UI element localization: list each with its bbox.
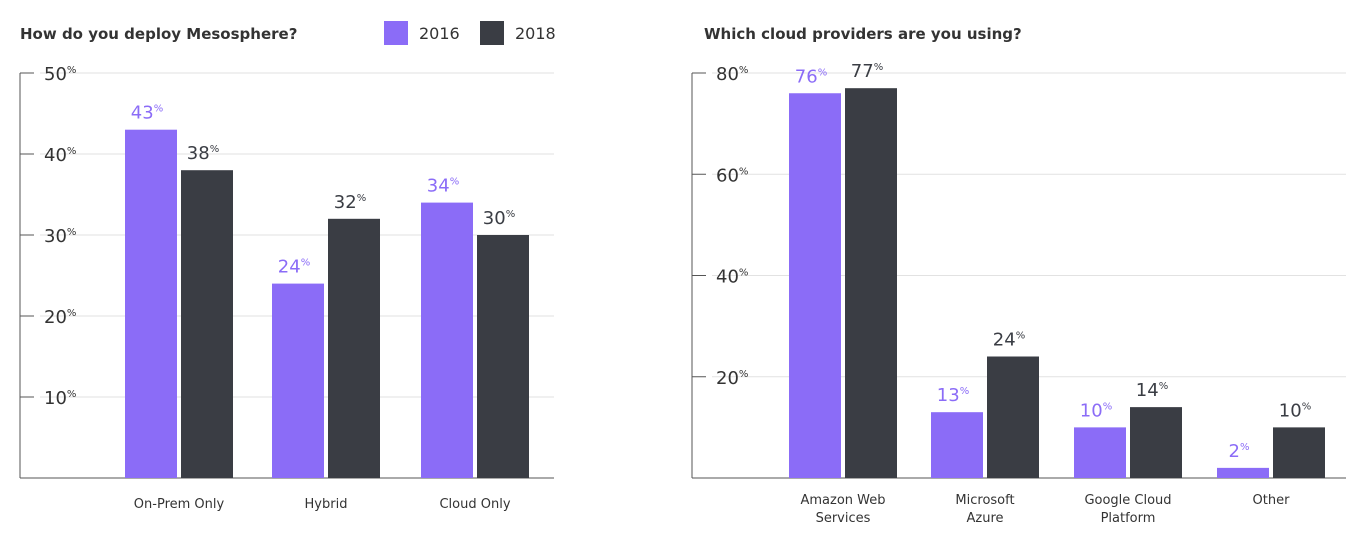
bar-2018 <box>987 356 1039 478</box>
category-label: Microsoft Azure <box>955 493 1014 526</box>
y-tick-label: 80% <box>716 64 748 85</box>
data-label-2016: 34% <box>427 176 459 197</box>
bar-2018 <box>181 170 233 478</box>
y-tick-label: 60% <box>716 165 748 186</box>
legend-swatch-2016 <box>384 21 408 45</box>
legend-label-2018: 2018 <box>515 24 556 43</box>
bar-2018 <box>477 235 529 478</box>
bar-2018 <box>328 218 380 479</box>
data-label-2016: 10% <box>1080 400 1112 421</box>
chart-deploy-mesosphere: 10% 20% 30% 40% 50% 43% 38% On-Prem Only 24% 32% H… <box>19 64 554 512</box>
bar-2018 <box>1130 407 1182 478</box>
category-label: Cloud Only <box>439 497 510 512</box>
data-label-2018: 38% <box>187 143 219 164</box>
chart2-title: Which cloud providers are you using? <box>704 25 1022 43</box>
bar-2016 <box>789 93 841 478</box>
data-label-2018: 30% <box>483 208 515 229</box>
bar-2016 <box>421 202 473 478</box>
y-tick-label: 10% <box>44 388 76 409</box>
y-tick-label: 20% <box>716 368 748 389</box>
data-label-2018: 77% <box>851 61 883 82</box>
y-tick-label: 50% <box>44 64 76 85</box>
data-label-2018: 14% <box>1136 380 1168 401</box>
data-label-2016: 76% <box>795 66 827 87</box>
y-tick-label: 20% <box>44 307 76 328</box>
y-tick-label: 40% <box>44 145 76 166</box>
data-label-2018: 10% <box>1279 400 1311 421</box>
category-label: Hybrid <box>305 497 348 512</box>
bar-2018 <box>845 88 897 478</box>
chart1-title: How do you deploy Mesosphere? <box>20 25 297 43</box>
y-tick-label: 40% <box>716 267 748 288</box>
bar-2016 <box>272 283 324 478</box>
data-label-2016: 13% <box>937 385 969 406</box>
bar-2016 <box>1217 467 1269 478</box>
bar-2016 <box>1074 427 1126 478</box>
category-label: Google Cloud Platform <box>1084 493 1171 526</box>
data-label-2016: 43% <box>131 103 163 124</box>
legend: 2016 2018 <box>384 21 556 45</box>
bar-2018 <box>1273 427 1325 478</box>
category-label: Other <box>1253 493 1291 508</box>
data-label-2018: 32% <box>334 192 366 213</box>
category-label: On-Prem Only <box>134 497 225 512</box>
data-label-2016: 2% <box>1229 441 1250 462</box>
data-label-2016: 24% <box>278 257 310 278</box>
y-tick-label: 30% <box>44 226 76 247</box>
bar-2016 <box>931 412 983 478</box>
legend-swatch-2018 <box>480 21 504 45</box>
chart-cloud-providers: 20% 40% 60% 80% 76% 77% Amazon Web Services 13% 2… <box>691 61 1346 526</box>
data-label-2018: 24% <box>993 330 1025 351</box>
category-label: Amazon Web Services <box>800 493 885 526</box>
bar-2016 <box>125 129 177 478</box>
legend-label-2016: 2016 <box>419 24 460 43</box>
